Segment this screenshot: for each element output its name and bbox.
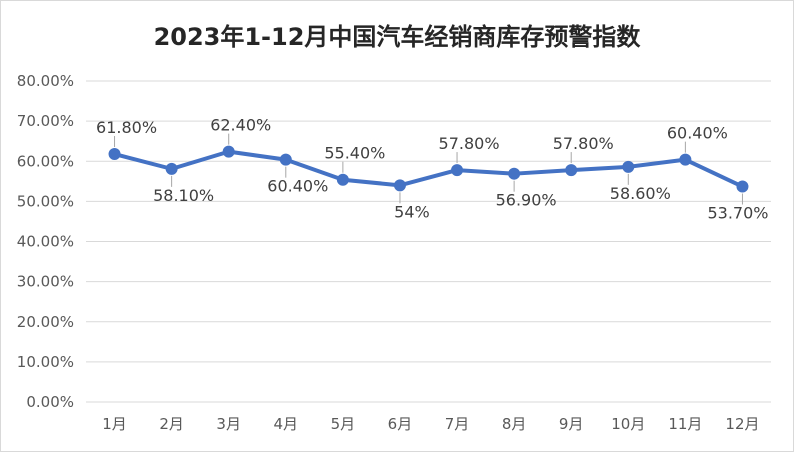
data-point	[622, 160, 635, 173]
series-line	[112, 149, 745, 189]
data-label: 58.10%	[153, 186, 214, 205]
data-label: 60.40%	[667, 124, 728, 143]
x-tick-label: 8月	[502, 415, 527, 433]
x-tick-label: 9月	[559, 415, 584, 433]
data-point	[108, 148, 121, 161]
data-point	[279, 153, 292, 166]
data-label: 57.80%	[553, 134, 614, 153]
chart-title: 2023年1-12月中国汽车经销商库存预警指数	[153, 23, 641, 51]
data-label: 54%	[394, 202, 430, 221]
x-tick-label: 2月	[159, 415, 184, 433]
data-label: 56.90%	[496, 191, 557, 210]
x-tick-label: 7月	[445, 415, 470, 433]
data-point	[679, 153, 692, 166]
y-tick-label: 70.00%	[17, 112, 74, 130]
y-tick-label: 10.00%	[17, 353, 74, 371]
y-tick-label: 80.00%	[17, 72, 74, 90]
x-tick-label: 3月	[216, 415, 241, 433]
data-point	[222, 145, 235, 158]
x-tick-label: 6月	[388, 415, 413, 433]
y-tick-label: 40.00%	[17, 233, 74, 251]
x-tick-label: 11月	[668, 415, 702, 433]
x-tick-label: 12月	[725, 415, 759, 433]
data-label: 57.80%	[439, 134, 500, 153]
data-point	[451, 164, 464, 177]
data-point	[736, 180, 749, 193]
data-point	[508, 167, 521, 180]
y-tick-label: 50.00%	[17, 192, 74, 210]
x-tick-label: 5月	[331, 415, 356, 433]
x-tick-label: 10月	[611, 415, 645, 433]
x-tick-label: 4月	[274, 415, 299, 433]
x-tick-label: 1月	[102, 415, 127, 433]
y-tick-label: 30.00%	[17, 273, 74, 291]
y-tick-label: 0.00%	[26, 393, 74, 411]
data-label: 53.70%	[707, 204, 768, 223]
data-label: 55.40%	[324, 144, 385, 163]
data-point	[165, 162, 178, 175]
data-label: 58.60%	[610, 184, 671, 203]
data-label: 60.40%	[267, 177, 328, 196]
y-tick-label: 60.00%	[17, 152, 74, 170]
data-label: 61.80%	[96, 118, 157, 137]
data-point	[336, 173, 349, 186]
data-point	[565, 164, 578, 177]
data-point	[393, 179, 406, 192]
data-label: 62.40%	[210, 116, 271, 135]
y-tick-label: 20.00%	[17, 313, 74, 331]
